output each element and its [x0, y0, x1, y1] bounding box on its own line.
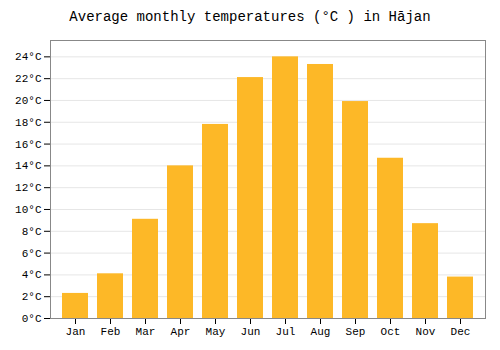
svg-text:May: May — [206, 326, 226, 338]
html-text:Average monthly temperatures (: Average monthly temperatures (°C ) in Hā… — [69, 9, 431, 25]
svg-text:4°C: 4°C — [22, 269, 42, 281]
svg-text:Oct: Oct — [381, 326, 401, 338]
svg-text:20°C: 20°C — [15, 95, 42, 107]
svg-text:Apr: Apr — [171, 326, 191, 338]
svg-text:Feb: Feb — [101, 326, 121, 338]
svg-text:2°C: 2°C — [22, 291, 42, 303]
svg-text:12°C: 12°C — [15, 182, 42, 194]
svg-text:Jan: Jan — [66, 326, 86, 338]
svg-text:14°C: 14°C — [15, 160, 42, 172]
svg-text:Nov: Nov — [416, 326, 436, 338]
svg-text:Dec: Dec — [451, 326, 471, 338]
svg-text:16°C: 16°C — [15, 139, 42, 151]
svg-text:8°C: 8°C — [22, 226, 42, 238]
svg-text:18°C: 18°C — [15, 117, 42, 129]
svg-text:10°C: 10°C — [15, 204, 42, 216]
svg-text:Sep: Sep — [346, 326, 366, 338]
svg-text:Jun: Jun — [241, 326, 261, 338]
svg-text:0°C: 0°C — [22, 313, 42, 325]
svg-text:6°C: 6°C — [22, 248, 42, 260]
svg-text:Jul: Jul — [276, 326, 296, 338]
svg-text:24°C: 24°C — [15, 51, 42, 63]
svg-text:22°C: 22°C — [15, 73, 42, 85]
svg-text:Aug: Aug — [311, 326, 331, 338]
svg-text:Mar: Mar — [136, 326, 156, 338]
